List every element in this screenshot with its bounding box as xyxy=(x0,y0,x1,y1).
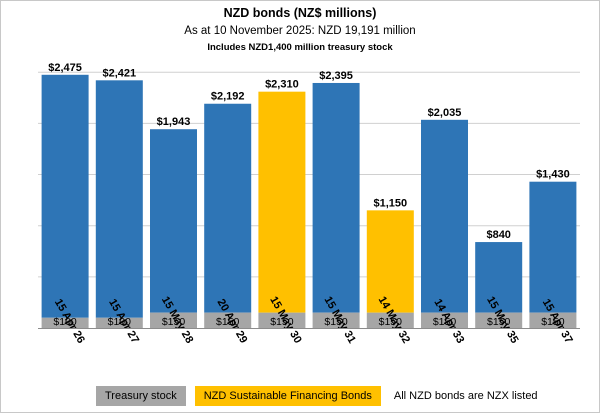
chart-note: Includes NZD1,400 million treasury stock xyxy=(207,42,393,53)
legend-treasury-stock-label: Treasury stock xyxy=(105,390,177,402)
bar-standard xyxy=(529,181,577,313)
bar-value-label: $1,150 xyxy=(373,197,407,209)
chart-title: NZD bonds (NZ$ millions) xyxy=(224,6,377,20)
bar-standard xyxy=(41,74,89,318)
bar-value-label: $2,475 xyxy=(48,62,82,74)
legend-sustainable-bonds-label: NZD Sustainable Financing Bonds xyxy=(203,390,372,402)
treasury-value-label: $150 xyxy=(487,316,511,328)
bar-value-label: $2,035 xyxy=(428,107,462,119)
legend-sustainable-bonds: NZD Sustainable Financing Bonds xyxy=(194,386,381,406)
bar-value-label: $2,421 xyxy=(102,67,136,79)
legend-treasury-stock: Treasury stock xyxy=(96,386,186,406)
bar-value-label: $2,395 xyxy=(319,70,353,82)
bar-treasury-stock xyxy=(95,317,143,328)
bar-value-label: $1,430 xyxy=(536,169,570,181)
bar-treasury-stock xyxy=(150,312,197,328)
bar-standard xyxy=(312,82,360,313)
bar-value-label: $1,943 xyxy=(157,116,191,128)
bar-sustainable xyxy=(366,210,414,313)
bar-treasury-stock xyxy=(475,312,523,328)
bar-standard xyxy=(475,242,523,313)
bar-standard xyxy=(95,80,143,318)
treasury-value-label: $150 xyxy=(433,316,457,328)
chart-subtitle: As at 10 November 2025: NZD 19,191 milli… xyxy=(184,25,415,37)
treasury-value-label: $150 xyxy=(162,316,186,328)
bar-treasury-stock xyxy=(312,312,360,328)
treasury-value-label: $150 xyxy=(324,316,348,328)
bar-value-label: $2,310 xyxy=(265,79,299,91)
treasury-value-label: $150 xyxy=(541,316,565,328)
legend-nzx-note: All NZD bonds are NZX listed xyxy=(393,390,538,402)
bar-value-label: $2,192 xyxy=(211,91,245,103)
bar-treasury-stock xyxy=(258,312,306,328)
treasury-value-label: $150 xyxy=(379,316,403,328)
bar-treasury-stock xyxy=(421,312,468,328)
bar-value-label: $840 xyxy=(486,229,510,241)
bar-treasury-stock xyxy=(204,312,252,328)
bar-standard xyxy=(150,129,197,313)
treasury-value-label: $150 xyxy=(270,316,294,328)
bar-treasury-stock xyxy=(366,312,414,328)
treasury-value-label: $100 xyxy=(53,316,77,328)
bar-standard xyxy=(421,119,468,313)
treasury-value-label: $150 xyxy=(216,316,240,328)
bar-treasury-stock xyxy=(41,317,89,328)
bar-standard xyxy=(204,103,252,313)
bar-treasury-stock xyxy=(529,312,577,328)
legend: Treasury stock NZD Sustainable Financing… xyxy=(96,384,542,408)
treasury-value-label: $100 xyxy=(108,316,132,328)
bar-sustainable xyxy=(258,91,306,313)
